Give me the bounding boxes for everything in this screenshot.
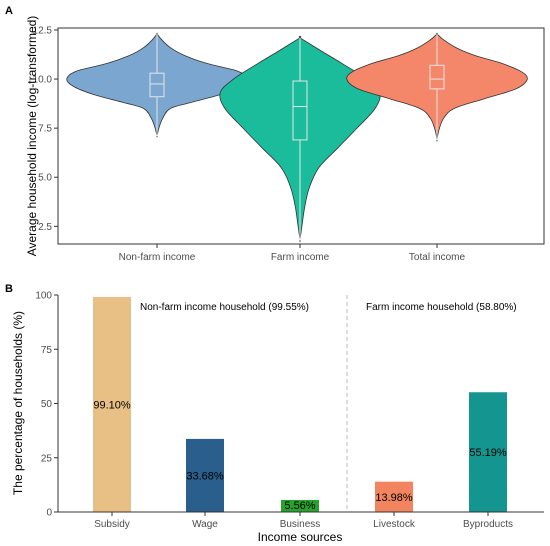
bar-wage <box>186 438 224 512</box>
bar-y-tick-label: 50 <box>41 399 53 410</box>
bar-x-tick-label: Business <box>280 519 321 530</box>
bar-y-tick-label: 25 <box>41 453 53 464</box>
panel-a-letter: A <box>5 5 13 17</box>
bar-y-tick-label: 0 <box>46 508 52 519</box>
bar-value-label: 33.68% <box>186 470 224 482</box>
bar-business <box>281 499 319 512</box>
violin-box <box>292 80 308 141</box>
bar-x-tick-label: Byproducts <box>463 519 513 530</box>
violin-y-tick-label: 10.0 <box>33 75 53 86</box>
violin-x-tick-label: Total income <box>409 252 466 263</box>
bar-y-axis-title: The percentage of households (%) <box>11 311 25 495</box>
violin-chart: 2.5 5.0 7.5 10.0 12.5 Non-farm income Farm in… <box>25 16 545 263</box>
violin-y-tick-label: 12.5 <box>33 25 53 36</box>
violin-farm-income <box>219 35 381 243</box>
violin-y-tick-label: 7.5 <box>38 124 52 135</box>
violin-y-axis: 2.5 5.0 7.5 10.0 12.5 <box>33 25 58 233</box>
violin-x-tick-label: Non-farm income <box>119 252 196 263</box>
violin-y-tick-label: 2.5 <box>38 222 52 233</box>
bar-value-label: 5.56% <box>284 500 315 512</box>
violin-y-axis-title: Average household income (log-transforme… <box>25 16 39 257</box>
bar-y-tick-label: 75 <box>41 345 53 356</box>
nonfarm-household-annotation: Non-farm income household (99.55%) <box>140 302 309 313</box>
bar-value-label: 55.19% <box>469 447 507 459</box>
violin-y-tick-label: 5.0 <box>38 173 52 184</box>
bar-livestock <box>375 481 413 512</box>
bar-value-label: 13.98% <box>375 492 413 504</box>
bar-x-axis: Subsidy Wage Business Livestock Byproducts <box>58 511 544 530</box>
violin-x-axis: Non-farm income Farm income Total income <box>119 244 466 263</box>
bar-x-tick-label: Wage <box>192 519 218 530</box>
violin-plot-frame <box>57 27 545 245</box>
bar-value-label: 99.10% <box>93 399 131 411</box>
bar-x-tick-label: Subsidy <box>94 519 130 530</box>
bar-chart: 0 25 50 75 100 99.10% 33.68% 5.56% 13.98% 55.19%… <box>11 291 544 544</box>
violin-box <box>429 64 445 90</box>
bar-x-axis-title: Income sources <box>258 530 343 544</box>
farm-household-annotation: Farm income household (58.80%) <box>366 302 517 313</box>
panel-b-letter: B <box>5 283 13 295</box>
violins <box>66 32 528 243</box>
bars: 99.10% 33.68% 5.56% 13.98% 55.19% <box>93 296 507 512</box>
violin-box <box>149 72 165 98</box>
bar-y-tick-label: 100 <box>35 291 52 302</box>
bar-y-axis: 0 25 50 75 100 <box>35 291 59 519</box>
violin-x-tick-label: Farm income <box>271 252 330 263</box>
bar-byproducts <box>469 392 507 512</box>
bar-x-tick-label: Livestock <box>373 519 416 530</box>
bar-subsidy <box>93 296 131 512</box>
